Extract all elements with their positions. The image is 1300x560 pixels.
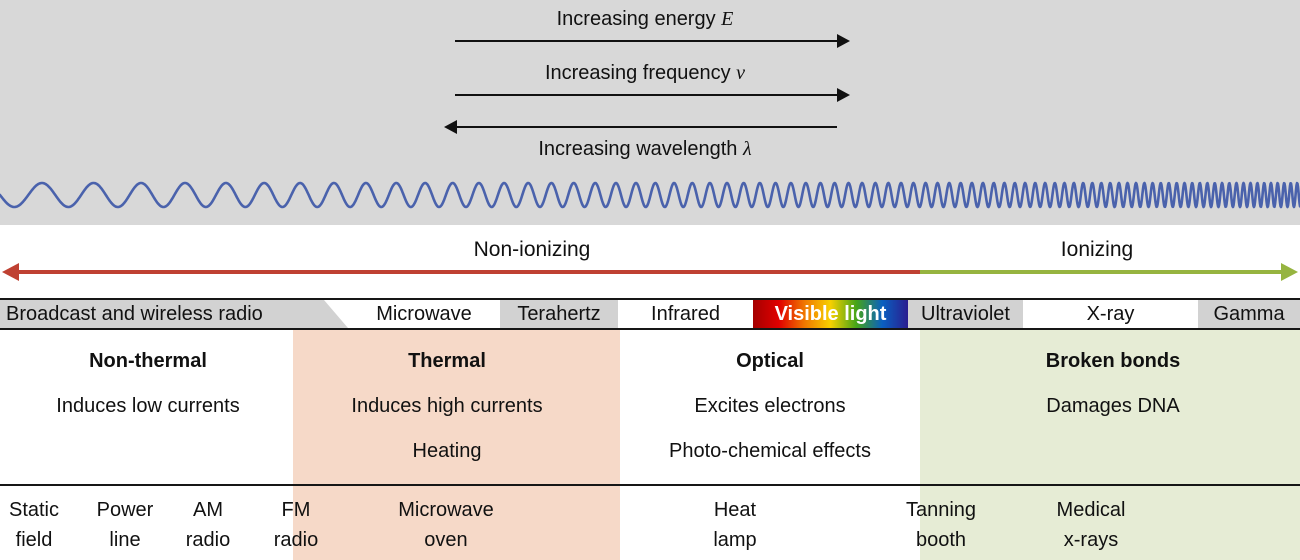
example-power-line-line2: line (109, 529, 141, 551)
ionizing-arrowhead-icon (1281, 263, 1298, 281)
example-heat-lamp-line1: Heat (713, 499, 757, 521)
example-microwave-oven-line1: Microwave (398, 499, 494, 521)
wavelength-arrowhead-icon (444, 120, 457, 134)
thermal-column-background (293, 330, 620, 560)
spectrum-band-row: Broadcast and wireless radio Microwave T… (0, 298, 1300, 330)
band-gamma: Gamma (1198, 300, 1300, 328)
example-medical-xrays: Medical x-rays (1057, 495, 1126, 555)
example-fm-radio: FM radio (274, 495, 318, 555)
effect-thermal-line2: Heating (412, 440, 482, 462)
broken-bonds-column-background (920, 330, 1300, 560)
em-wave-icon (0, 181, 1300, 209)
effect-title-optical: Optical (736, 350, 804, 372)
band-infrared: Infrared (651, 303, 720, 325)
example-am-radio-line2: radio (185, 529, 231, 551)
band-microwave: Microwave (376, 303, 472, 325)
example-medical-xrays-line2: x-rays (1063, 529, 1119, 551)
band-visible-light: Visible light (753, 300, 908, 328)
frequency-arrowhead-icon (837, 88, 850, 102)
example-microwave-oven-line2: oven (424, 529, 468, 551)
effect-title-thermal: Thermal (408, 350, 486, 372)
frequency-label-text: Increasing frequency (544, 62, 737, 84)
example-static-field-line1: Static (8, 499, 60, 521)
example-power-line: Power line (97, 495, 154, 555)
example-tanning-booth: Tanning booth (906, 495, 976, 555)
example-fm-radio-line2: radio (273, 529, 319, 551)
example-heat-lamp: Heat lamp (713, 495, 756, 555)
energy-arrowhead-icon (837, 34, 850, 48)
effect-broken-bonds-line1: Damages DNA (1046, 395, 1180, 417)
energy-variable: E (721, 8, 734, 30)
effect-optical-line1: Excites electrons (694, 395, 846, 417)
top-banner: Increasing energy E Increasing frequency… (0, 0, 1300, 225)
frequency-arrow-line (455, 94, 837, 96)
non-ionizing-arrow-line (16, 270, 920, 274)
example-microwave-oven: Microwave oven (398, 495, 494, 555)
wavelength-variable: λ (742, 138, 752, 160)
non-ionizing-label: Non-ionizing (473, 238, 591, 261)
em-wave-path (0, 181, 1300, 209)
frequency-label: Increasing frequency ν (405, 62, 885, 85)
wavelength-label: Increasing wavelength λ (405, 138, 885, 161)
non-ionizing-arrowhead-icon (2, 263, 19, 281)
energy-label: Increasing energy E (405, 8, 885, 31)
example-medical-xrays-line1: Medical (1056, 499, 1126, 521)
example-static-field-line2: field (15, 529, 53, 551)
effect-title-broken-bonds: Broken bonds (1045, 350, 1181, 372)
band-terahertz: Terahertz (500, 300, 618, 328)
examples-divider-line (0, 484, 1300, 486)
example-tanning-booth-line2: booth (915, 529, 967, 551)
effect-title-non-thermal: Non-thermal (89, 350, 207, 372)
example-tanning-booth-line1: Tanning (905, 499, 977, 521)
example-power-line-line1: Power (96, 499, 154, 521)
effect-thermal-line1: Induces high currents (351, 395, 543, 417)
example-am-radio: AM radio (186, 495, 230, 555)
band-ultraviolet: Ultraviolet (908, 300, 1023, 328)
example-fm-radio-line1: FM (281, 499, 311, 521)
ionizing-label: Ionizing (1060, 238, 1134, 261)
frequency-variable: ν (736, 62, 746, 84)
example-heat-lamp-line2: lamp (713, 529, 757, 551)
wavelength-arrow-line (455, 126, 837, 128)
wavelength-label-text: Increasing wavelength (538, 138, 743, 160)
example-static-field: Static field (9, 495, 59, 555)
effect-optical-line2: Photo-chemical effects (669, 440, 871, 462)
band-x-ray: X-ray (1086, 303, 1135, 325)
ionizing-arrow-line (920, 270, 1282, 274)
energy-arrow-line (455, 40, 837, 42)
band-broadcast-radio: Broadcast and wireless radio (0, 300, 348, 328)
energy-label-text: Increasing energy (556, 8, 722, 30)
effect-non-thermal-line1: Induces low currents (56, 395, 240, 417)
example-am-radio-line1: AM (192, 499, 223, 521)
